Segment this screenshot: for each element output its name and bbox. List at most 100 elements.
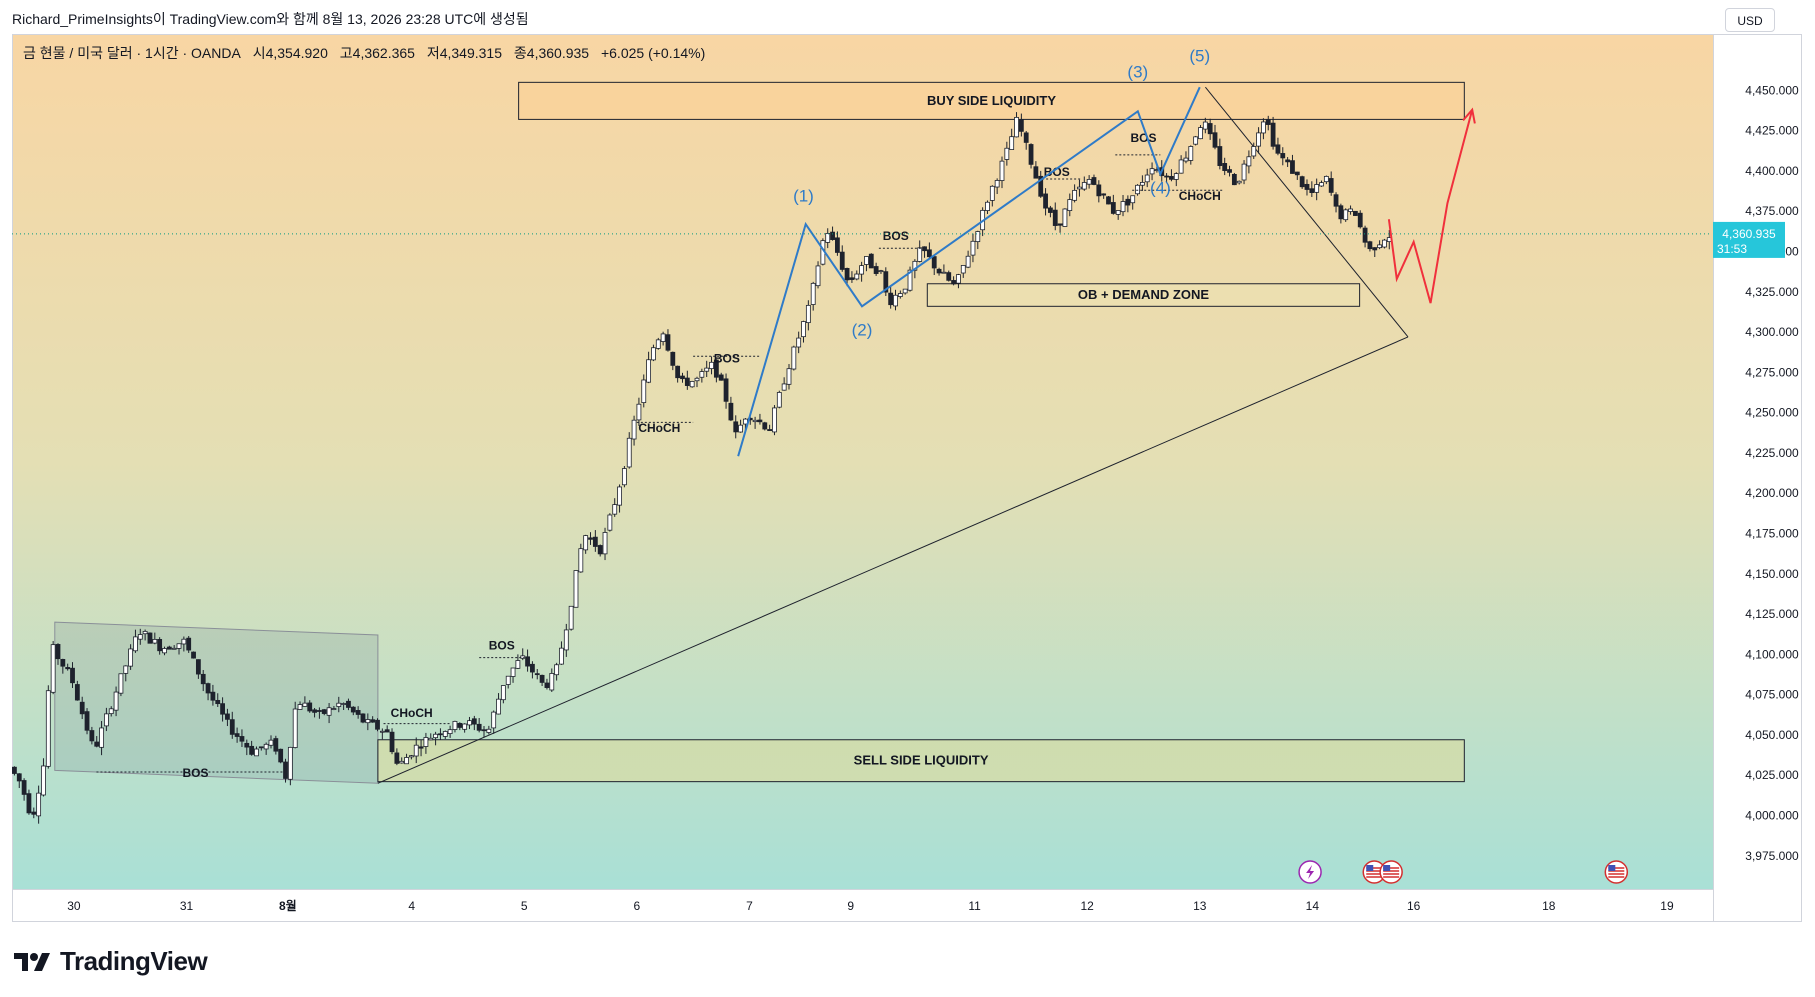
liquidity-zone[interactable] <box>518 81 1465 120</box>
candle-body <box>21 780 27 795</box>
candle-body <box>1348 208 1353 212</box>
candle-body <box>1149 168 1155 175</box>
candle-body <box>384 729 390 733</box>
price-tick-label: 4,275.000 <box>1745 365 1799 379</box>
candle-body <box>336 702 342 707</box>
candle-body <box>346 700 351 708</box>
tradingview-logo: TradingView <box>14 946 208 977</box>
candle-body <box>171 647 177 650</box>
chart-attribution: Richard_PrimeInsights이 TradingView.com와 … <box>12 11 529 27</box>
candle-body <box>825 233 831 243</box>
candle-body <box>404 757 409 765</box>
candle-body <box>1236 180 1242 184</box>
candle-body <box>752 419 758 423</box>
candle-body <box>278 748 284 763</box>
candle-body <box>1372 247 1378 251</box>
candle-body <box>471 718 477 725</box>
candle-body <box>592 536 598 547</box>
candle-body <box>583 535 589 551</box>
candle-body <box>1202 121 1208 130</box>
candle-body <box>675 365 681 379</box>
candle-body <box>631 419 637 440</box>
candle-body <box>254 748 259 757</box>
projection-path[interactable] <box>1387 109 1474 304</box>
liquidity-zone[interactable] <box>377 739 1465 783</box>
candle-body <box>893 294 898 307</box>
ohlc-open: 시4,354.920 <box>252 45 328 61</box>
current-price-label: 4,360.935 <box>1722 227 1776 241</box>
current-price-badge <box>1713 221 1785 258</box>
wave-label: (3) <box>1127 63 1148 82</box>
candle-body <box>1265 119 1271 125</box>
candle-body <box>1014 116 1019 138</box>
candle-body <box>457 723 463 728</box>
candle-body <box>65 667 71 670</box>
candle-body <box>341 703 347 705</box>
candle-body <box>665 334 671 351</box>
us-flag-icon[interactable] <box>1604 860 1629 884</box>
candle-body <box>994 180 1000 188</box>
candle-body <box>573 570 579 608</box>
time-tick-label: 31 <box>180 899 194 913</box>
candle-body <box>864 256 869 265</box>
candle-body <box>1294 171 1300 176</box>
time-tick-label: 11 <box>968 899 981 913</box>
candle-body <box>283 761 288 779</box>
candle-body <box>118 673 124 694</box>
candle-body <box>534 673 540 676</box>
candle-body <box>1275 144 1281 154</box>
candle-body <box>956 274 961 284</box>
candle-body <box>1198 127 1203 140</box>
candle-body <box>680 375 685 380</box>
price-tick-label: 4,075.000 <box>1745 688 1799 702</box>
candle-body <box>1352 210 1358 216</box>
candle-body <box>515 660 521 669</box>
candle-body <box>767 429 773 432</box>
price-axis[interactable] <box>1713 35 1801 921</box>
price-tick-label: 4,400.000 <box>1745 164 1799 178</box>
time-tick-label: 9 <box>847 899 854 913</box>
candle-body <box>549 673 555 691</box>
candle-body <box>481 729 487 732</box>
candle-body <box>1319 182 1324 187</box>
candle-body <box>723 378 729 402</box>
candle-body <box>1173 173 1179 180</box>
candle-body <box>375 719 380 730</box>
candle-body <box>12 766 17 774</box>
trendline[interactable] <box>1204 86 1409 338</box>
candle-body <box>1338 205 1344 220</box>
candle-body <box>975 231 981 243</box>
candle-body <box>1164 175 1169 178</box>
candle-body <box>1362 227 1368 243</box>
symbol-title[interactable]: 금 현물 / 미국 달러 · 1시간 · OANDA <box>23 45 241 61</box>
candle-body <box>1028 144 1034 165</box>
price-tick-label: 4,175.000 <box>1745 527 1799 541</box>
us-flag-icon <box>1366 865 1374 871</box>
candle-body <box>1222 163 1228 171</box>
candle-body <box>210 691 216 701</box>
currency-button[interactable]: USD <box>1725 8 1775 32</box>
elliott-wave-line[interactable] <box>737 86 1201 457</box>
candle-body <box>694 377 700 382</box>
liquidity-zone[interactable] <box>926 283 1361 307</box>
candle-body <box>133 636 138 652</box>
candle-body <box>181 638 187 645</box>
zone-label: OB + DEMAND ZONE <box>1078 287 1209 302</box>
candle-body <box>922 246 927 252</box>
us-flag-icon[interactable] <box>1379 860 1403 884</box>
price-tick-label: 4,125.000 <box>1745 607 1799 621</box>
candle-body <box>699 371 705 378</box>
candle-body <box>447 729 453 734</box>
trendline[interactable] <box>377 336 1409 784</box>
candle-body <box>104 713 109 727</box>
candle-body <box>128 648 134 667</box>
candle-body <box>263 743 269 750</box>
time-axis[interactable] <box>13 889 1713 921</box>
candle-body <box>321 709 327 714</box>
candle-body <box>467 720 472 726</box>
candle-body <box>1048 207 1053 213</box>
price-tick-label: 4,050.000 <box>1745 728 1799 742</box>
candle-body <box>1241 163 1247 181</box>
wave-label: (5) <box>1189 46 1210 65</box>
structure-label: BOS <box>883 229 909 243</box>
